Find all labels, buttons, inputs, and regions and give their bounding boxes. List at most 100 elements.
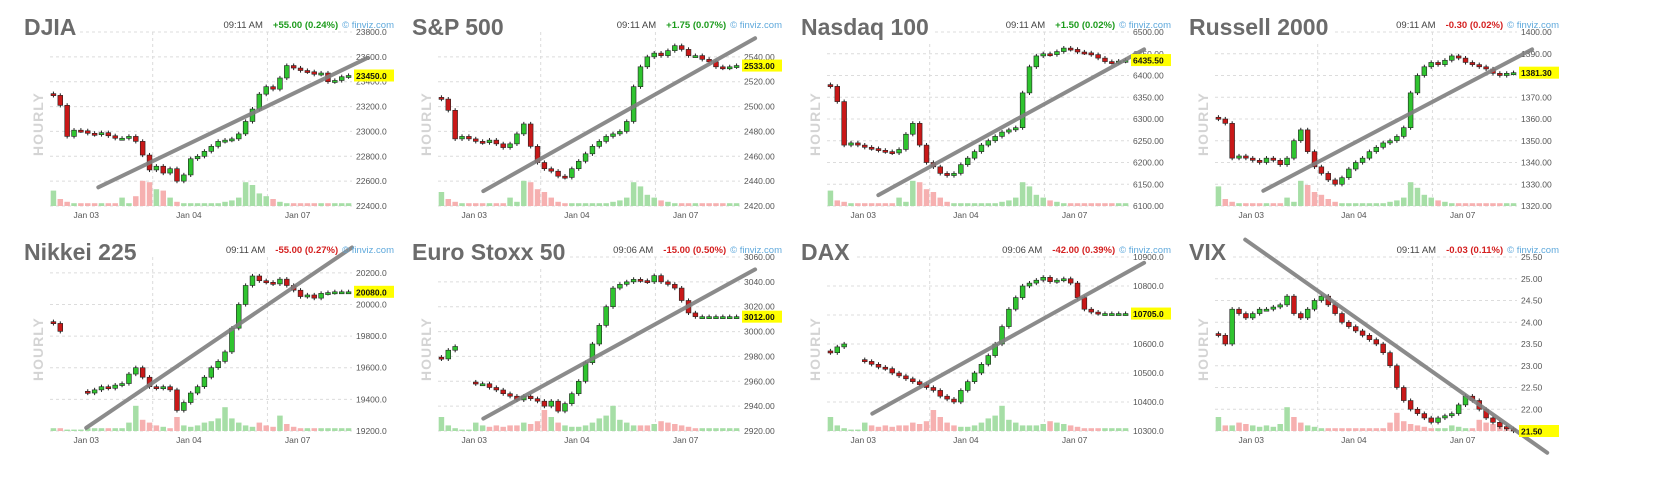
volume-bar [1088, 203, 1094, 206]
candle [242, 285, 249, 305]
volume-bar [1401, 421, 1407, 431]
candle [569, 393, 575, 404]
chart-panel[interactable]: 6500.00 6450.00 6400.00 6350.00 6300.00 6250.… [797, 14, 1199, 254]
volume-bar [1115, 203, 1122, 206]
candle [672, 45, 678, 51]
chart-panel[interactable]: 25.50 25.00 24.50 24.00 23.50 23.00 22.50 22.00… [1185, 237, 1587, 479]
candle [153, 386, 160, 390]
volume-bar [500, 426, 506, 431]
candle [733, 65, 740, 68]
volume-bar [466, 203, 472, 206]
volume-bar [624, 422, 630, 431]
candle [1256, 308, 1263, 314]
chart-svg: 20200.0 20000.0 19800.0 19600.0 19400.0 19200… [50, 245, 394, 445]
volume-bar [596, 203, 603, 206]
y-tick-label: 2960.00 [744, 376, 775, 386]
quote-time: 09:11 AM [225, 245, 266, 256]
candle [1088, 52, 1094, 56]
candle [1263, 308, 1270, 312]
price-change: -42.00 (0.39%) [1052, 245, 1116, 256]
source-link[interactable]: © finviz.com [1119, 245, 1171, 256]
source-link[interactable]: © finviz.com [342, 245, 394, 256]
candle [1215, 116, 1222, 120]
candle [1040, 276, 1046, 281]
volume-bar [160, 190, 166, 206]
candle [270, 86, 276, 90]
candle [944, 173, 950, 176]
candle [188, 392, 194, 403]
volume-bar [1270, 203, 1277, 206]
volume-bar [575, 426, 582, 431]
candle [665, 50, 671, 56]
x-tick-label: Jan 03 [73, 210, 99, 220]
candle [1236, 308, 1242, 314]
volume-bar [57, 428, 64, 431]
volume-bar [665, 422, 671, 431]
volume-bar [1026, 186, 1033, 206]
candle [527, 395, 534, 399]
chart-panel[interactable]: 3060.00 3040.00 3020.00 3000.00 2980.00 2960.… [408, 239, 810, 479]
y-tick-label: 2420.00 [744, 201, 775, 211]
volume-bar [862, 422, 868, 431]
volume-bar [146, 182, 153, 206]
chart-panel[interactable]: 1400.001390.001380.001370.001360.001350.… [1185, 14, 1587, 254]
volume-bar [325, 428, 331, 431]
chart-title: DJIA [24, 14, 81, 41]
source-link[interactable]: © finviz.com [1507, 20, 1559, 31]
source-link[interactable]: © finviz.com [730, 245, 782, 256]
candle [699, 316, 705, 319]
candle [160, 165, 166, 174]
source-link[interactable]: © finviz.com [730, 20, 782, 31]
volume-bar [1455, 426, 1462, 431]
volume-bar [139, 419, 146, 431]
chart-title: DAX [801, 239, 854, 266]
volume-bar [311, 428, 317, 431]
price-change: +1.50 (0.02%) [1055, 20, 1116, 31]
volume-bar [644, 194, 651, 206]
volume-bar [630, 425, 637, 431]
candle [1414, 408, 1421, 414]
price-change: +1.75 (0.07%) [666, 20, 727, 31]
copyright-icon: © [342, 245, 352, 256]
y-tick-label: 2460.00 [744, 151, 775, 161]
candle [98, 386, 105, 391]
volume-bar [978, 422, 985, 431]
candle [263, 86, 269, 95]
candle [1510, 72, 1517, 75]
chart-panel[interactable]: 2540.00 2520.00 2500.00 2480.00 2460.00 2440.… [408, 14, 810, 254]
volume-bar [507, 197, 513, 206]
candle [452, 110, 458, 140]
source-link[interactable]: © finviz.com [342, 20, 394, 31]
chart-panel[interactable]: 10900.010800.010700.010600.010500.010400… [797, 239, 1199, 479]
volume-bar [332, 428, 338, 431]
volume-bar [338, 428, 345, 431]
volume-bar [1215, 417, 1222, 431]
source-link[interactable]: © finviz.com [1119, 20, 1171, 31]
volume-bar [1067, 203, 1074, 206]
volume-bar [889, 426, 895, 431]
y-tick-label: 1370.00 [1521, 92, 1552, 102]
candle [105, 132, 112, 137]
chart-header: 09:11 AM +1.75 (0.07%) © finviz.com [617, 20, 782, 34]
x-tick-label: Jan 04 [1341, 435, 1367, 445]
volume-bar [1401, 197, 1407, 206]
candle [985, 355, 991, 365]
candle [311, 71, 317, 75]
candle [486, 139, 493, 143]
candle [1497, 422, 1503, 427]
candle [985, 140, 991, 146]
source-link[interactable]: © finviz.com [1507, 245, 1559, 256]
chart-panel[interactable]: 20200.0 20000.0 19800.0 19600.0 19400.0 19200… [20, 239, 422, 479]
last-price-label: 20080.0 [356, 287, 387, 297]
candle [1455, 404, 1462, 414]
chart-header: 09:11 AM -55.00 (0.27%) © finviz.com [226, 245, 394, 259]
chart-title: Nasdaq 100 [801, 14, 933, 41]
volume-bar [527, 424, 534, 431]
y-tick-label: 10800.0 [1133, 281, 1164, 291]
candle [174, 389, 180, 411]
candle [1469, 62, 1476, 65]
chart-panel[interactable]: 23800.0 23600.0 23400.0 23200.0 23000.0 22800… [20, 14, 422, 254]
volume-bar [1387, 201, 1393, 206]
candle [1401, 127, 1407, 137]
volume-bar [548, 197, 554, 206]
